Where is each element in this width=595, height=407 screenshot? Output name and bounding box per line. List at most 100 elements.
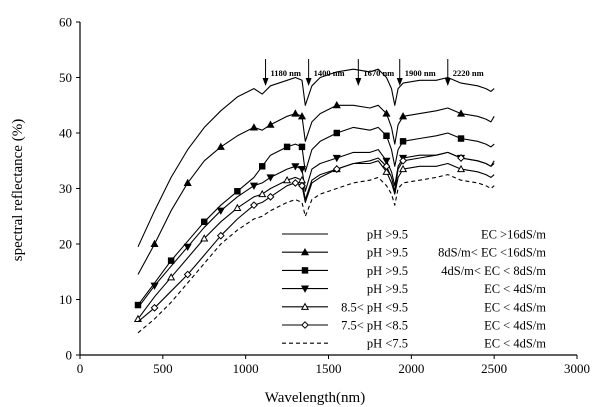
legend-item: 8.5< pH <9.5 EC < 4dS/m: [282, 300, 546, 314]
data-point: [456, 109, 466, 117]
x-tick-label: 0: [77, 361, 84, 376]
x-tick-label: 2500: [481, 361, 507, 376]
series-line: [137, 68, 495, 248]
x-tick-label: 3000: [564, 361, 590, 376]
data-point: [200, 234, 209, 242]
y-tick-label: 20: [59, 237, 72, 252]
data-point: [183, 243, 192, 252]
y-tick-label: 0: [66, 348, 73, 363]
annotation-arrow-head: [444, 78, 451, 86]
data-point: [258, 189, 267, 198]
legend-item: pH >9.5 EC >16dS/m: [282, 228, 546, 242]
annotation-arrow-head: [396, 78, 403, 86]
series-layer: [133, 68, 495, 334]
tick-layer: 0 500 1000 1500 2000 2500 3000 0 10 20 30 40 50 60: [59, 15, 590, 377]
data-point: [167, 257, 175, 264]
legend-label-ec: EC < 4dS/m: [484, 319, 546, 333]
annotation-layer: 1180 nm 1400 nm 1670 nm 1900 nm 2220 nm: [262, 59, 484, 86]
legend-label-ec: 4dS/m< EC < 8dS/m: [441, 264, 546, 278]
data-point: [382, 167, 391, 175]
legend-item: pH >9.5 4dS/m< EC < 8dS/m: [282, 264, 546, 278]
data-point: [291, 109, 300, 117]
annotation-label: 1670 nm: [363, 68, 394, 78]
x-axis-label: Wavelength(nm): [265, 390, 365, 406]
data-point: [332, 101, 341, 109]
data-point: [399, 156, 407, 165]
legend-marker: [300, 285, 310, 293]
legend-label-ec: EC < 4dS/m: [484, 282, 546, 296]
data-point: [201, 218, 208, 226]
data-point: [216, 231, 225, 240]
data-point: [382, 109, 391, 117]
data-point: [457, 135, 465, 142]
y-tick-label: 40: [59, 126, 72, 141]
wavelength-annotation: 2220 nm: [444, 59, 484, 86]
y-tick-label: 60: [59, 15, 72, 30]
legend-label-ec: EC < 4dS/m: [484, 300, 546, 314]
data-point: [457, 154, 465, 162]
series-line: [137, 174, 495, 334]
legend-marker: [301, 321, 309, 329]
data-point: [249, 123, 258, 131]
data-point: [266, 120, 275, 128]
data-point: [266, 192, 275, 201]
annotation-label: 1400 nm: [314, 68, 345, 78]
annotation-arrow-head: [355, 78, 362, 86]
data-point: [297, 112, 307, 120]
data-point: [291, 179, 300, 187]
data-point: [150, 239, 159, 248]
legend: pH >9.5 EC >16dS/m pH >9.5 8dS/m< EC <16dS/…: [282, 228, 546, 351]
data-point: [332, 154, 341, 163]
legend-label-ec: 8dS/m< EC <16dS/m: [438, 246, 546, 260]
series-7: [137, 174, 495, 334]
data-point: [233, 203, 242, 211]
data-point: [297, 166, 307, 174]
y-axis-label: spectral reflectance (%): [10, 119, 26, 261]
legend-item: pH >9.5 8dS/m< EC <16dS/m: [282, 246, 546, 260]
data-point: [298, 181, 306, 190]
data-point: [298, 143, 306, 151]
legend-label-ph: pH >9.5: [367, 282, 408, 296]
data-point: [259, 163, 266, 170]
data-point: [183, 178, 192, 187]
annotation-label: 1180 nm: [271, 68, 301, 78]
y-tick-label: 30: [59, 181, 72, 196]
legend-item: pH <7.5 EC < 4dS/m: [282, 337, 546, 351]
data-point: [456, 164, 466, 173]
data-point: [234, 188, 241, 195]
legend-label-ph: pH >9.5: [367, 246, 408, 260]
annotation-arrow-head: [305, 78, 312, 86]
legend-item: 7.5< pH <8.5 EC < 4dS/m: [282, 319, 546, 333]
series-6: [137, 151, 495, 323]
data-point: [150, 303, 159, 312]
data-point: [283, 143, 291, 151]
y-tick-label: 10: [59, 292, 72, 307]
legend-label-ph: 8.5< pH <9.5: [341, 300, 408, 314]
data-point: [399, 138, 407, 145]
wavelength-annotation: 1670 nm: [355, 59, 394, 86]
data-point: [399, 112, 408, 120]
data-point: [333, 129, 341, 137]
legend-label-ph: 7.5< pH <8.5: [341, 319, 408, 333]
legend-label-ec: EC < 4dS/m: [484, 337, 546, 351]
legend-label-ph: pH <7.5: [367, 337, 408, 351]
data-point: [266, 174, 275, 182]
legend-item: pH >9.5 EC < 4dS/m: [282, 282, 546, 296]
wavelength-annotation: 1400 nm: [305, 59, 345, 86]
x-tick-label: 500: [153, 361, 173, 376]
annotation-label: 2220 nm: [453, 68, 484, 78]
legend-marker: [300, 247, 310, 256]
legend-label-ph: pH >9.5: [367, 264, 408, 278]
series-1: [137, 68, 495, 248]
data-point: [383, 132, 390, 139]
data-point: [332, 165, 341, 173]
legend-marker: [300, 302, 310, 310]
annotation-label: 1900 nm: [405, 68, 436, 78]
legend-label-ph: pH >9.5: [367, 228, 408, 242]
data-point: [399, 164, 408, 173]
annotation-arrow-head: [262, 78, 269, 86]
data-point: [382, 162, 391, 171]
wavelength-annotation: 1900 nm: [396, 59, 436, 86]
data-point: [283, 175, 292, 184]
data-point: [249, 182, 258, 190]
